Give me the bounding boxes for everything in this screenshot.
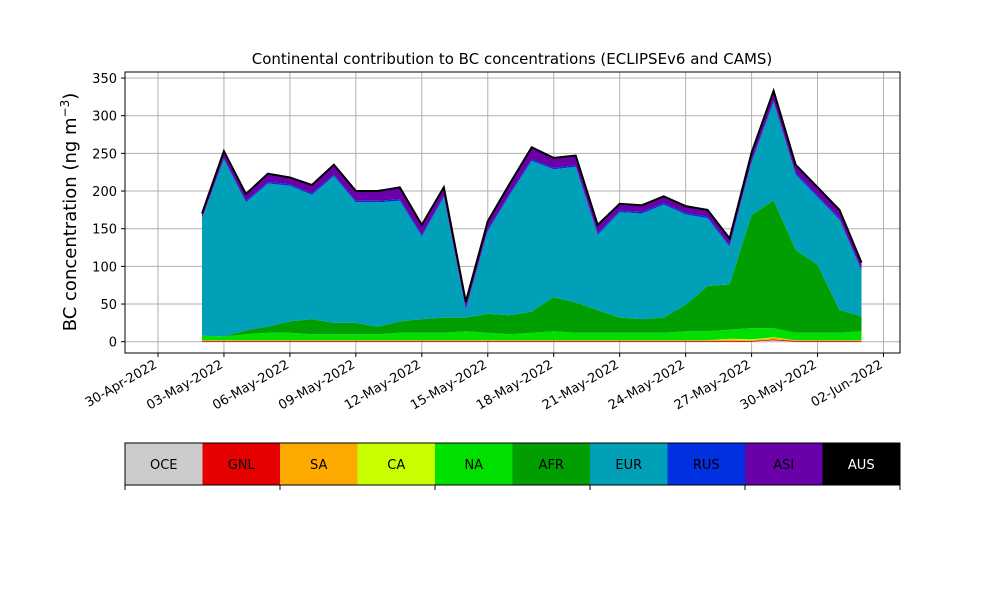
y-tick-label: 350 (92, 72, 117, 87)
y-tick-label: 200 (92, 185, 117, 200)
total-outline (201, 87, 863, 303)
y-tick-label: 50 (100, 298, 117, 313)
area-na (202, 328, 862, 341)
y-axis-label: BC concentration (ng m−3) (58, 93, 81, 332)
x-tick-label: 02-Jun-2022 (809, 357, 886, 410)
y-tick-label: 150 (92, 223, 117, 238)
stacked-areas (201, 87, 863, 342)
legend-swatch-oce (125, 443, 203, 485)
plot-frame (124, 71, 901, 354)
legend-swatch-aus (822, 443, 900, 485)
y-axis-label-superscript: −3 (58, 100, 72, 118)
area-gnl (202, 339, 862, 342)
colorbar-legend: OCE GNL SA CA NA AFR EUR RUS ASI AUS (124, 442, 901, 490)
legend-swatch-ca (357, 443, 435, 485)
y-tick-label: 250 (92, 147, 117, 162)
y-tick-label: 300 (92, 110, 117, 125)
area-eur (202, 102, 862, 337)
legend-swatch-na (435, 443, 513, 485)
legend-swatch-asi (745, 443, 823, 485)
legend-label: AFR (539, 458, 564, 473)
legend-swatch-eur (590, 443, 668, 485)
area-afr (202, 200, 862, 337)
legend-swatch-sa (280, 443, 358, 485)
legend-swatch-afr (512, 443, 590, 485)
legend-label: GNL (228, 458, 256, 473)
chart-title: Continental contribution to BC concentra… (252, 50, 773, 68)
legend-label: RUS (693, 458, 720, 473)
y-tick-label: 0 (109, 336, 117, 351)
legend-swatch-rus (667, 443, 745, 485)
legend-label: EUR (615, 458, 642, 473)
legend-label: SA (310, 458, 327, 473)
legend-label: OCE (150, 458, 178, 473)
y-axis-label-text: BC concentration (ng m (60, 117, 81, 331)
legend-swatch-gnl (202, 443, 280, 485)
y-axis-label-close: ) (60, 93, 81, 100)
legend-label: AUS (848, 458, 875, 473)
legend-label: ASI (773, 458, 794, 473)
legend-label: CA (387, 458, 405, 473)
legend-label: NA (464, 458, 483, 473)
y-tick-label: 100 (92, 260, 117, 275)
legend-frame (124, 442, 901, 486)
